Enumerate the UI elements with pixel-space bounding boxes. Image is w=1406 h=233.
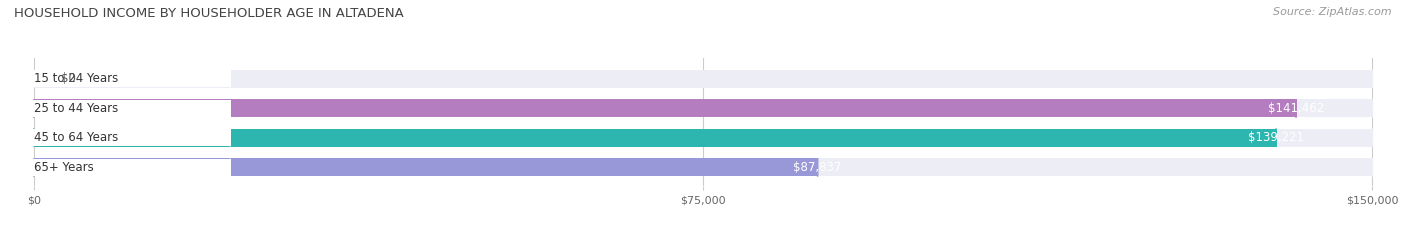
Text: 25 to 44 Years: 25 to 44 Years xyxy=(34,102,118,115)
Bar xyxy=(34,129,1372,147)
Bar xyxy=(34,129,1277,147)
Bar xyxy=(34,159,231,176)
Text: 65+ Years: 65+ Years xyxy=(34,161,94,174)
Bar xyxy=(34,70,1372,88)
Bar xyxy=(34,99,1372,117)
Text: $87,837: $87,837 xyxy=(793,161,842,174)
Text: $141,462: $141,462 xyxy=(1268,102,1324,115)
Bar xyxy=(34,158,817,176)
Text: HOUSEHOLD INCOME BY HOUSEHOLDER AGE IN ALTADENA: HOUSEHOLD INCOME BY HOUSEHOLDER AGE IN A… xyxy=(14,7,404,20)
Bar xyxy=(34,70,231,87)
Bar xyxy=(34,158,1372,176)
Text: Source: ZipAtlas.com: Source: ZipAtlas.com xyxy=(1274,7,1392,17)
Bar xyxy=(34,99,1296,117)
Text: 15 to 24 Years: 15 to 24 Years xyxy=(34,72,118,85)
Text: $0: $0 xyxy=(60,72,76,85)
Text: 45 to 64 Years: 45 to 64 Years xyxy=(34,131,118,144)
Bar xyxy=(34,100,231,117)
Bar xyxy=(34,129,231,146)
Text: $139,221: $139,221 xyxy=(1249,131,1305,144)
